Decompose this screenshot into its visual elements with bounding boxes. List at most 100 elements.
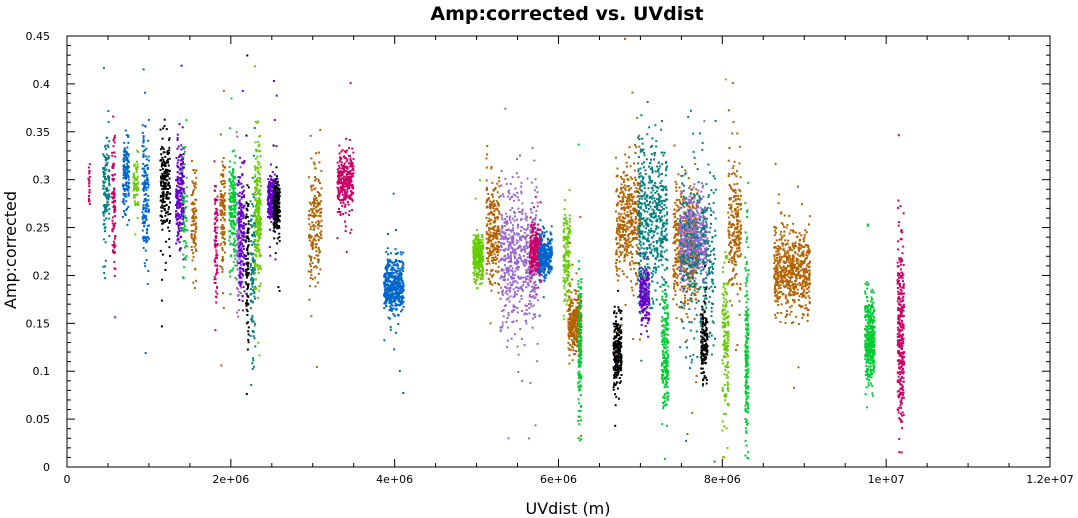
scatter-point — [256, 232, 259, 235]
scatter-point — [307, 214, 310, 217]
scatter-point — [526, 177, 529, 180]
scatter-point — [520, 294, 523, 297]
scatter-point — [233, 241, 236, 244]
scatter-point — [195, 176, 198, 179]
scatter-point — [163, 171, 166, 173]
scatter-point — [384, 266, 387, 269]
scatter-point — [349, 170, 352, 172]
scatter-point — [387, 279, 389, 282]
scatter-point — [513, 295, 516, 297]
scatter-point — [516, 262, 519, 265]
scatter-point — [481, 251, 484, 254]
scatter-point — [181, 227, 184, 230]
scatter-point — [394, 229, 397, 231]
scatter-point — [103, 277, 106, 280]
scatter-point — [142, 162, 145, 165]
scatter-point — [508, 241, 511, 244]
scatter-point — [222, 292, 224, 295]
scatter-point — [193, 184, 196, 187]
scatter-point — [165, 195, 168, 198]
scatter-point — [508, 260, 511, 262]
scatter-point — [123, 160, 126, 163]
scatter-point — [485, 188, 488, 191]
scatter-point — [524, 312, 527, 315]
scatter-point — [145, 158, 148, 161]
scatter-point — [220, 203, 223, 206]
scatter-point — [387, 260, 389, 263]
scatter-point — [531, 317, 534, 320]
scatter-point — [114, 205, 117, 208]
scatter-point — [524, 250, 527, 253]
scatter-point — [311, 241, 314, 243]
scatter-point — [222, 173, 225, 176]
scatter-point — [245, 235, 248, 238]
scatter-point — [529, 294, 531, 297]
scatter-point — [245, 308, 248, 311]
scatter-point — [221, 247, 224, 250]
scatter-point — [108, 176, 111, 179]
scatter-point — [519, 236, 522, 239]
scatter-point — [267, 216, 270, 219]
scatter-point — [141, 222, 144, 225]
scatter-point — [190, 234, 193, 236]
scatter-point — [256, 155, 259, 158]
scatter-point — [258, 190, 261, 193]
scatter-point — [249, 334, 252, 337]
scatter-point — [215, 231, 218, 234]
scatter-point — [137, 202, 139, 205]
scatter-point — [492, 207, 495, 210]
scatter-point — [476, 235, 479, 238]
scatter-point — [526, 234, 529, 237]
scatter-point — [161, 220, 164, 223]
scatter-point — [525, 304, 528, 307]
scatter-point — [237, 293, 240, 296]
scatter-point — [237, 222, 240, 225]
scatter-point — [273, 209, 276, 212]
scatter-point — [192, 182, 195, 185]
scatter-point — [108, 183, 111, 186]
scatter-point — [214, 211, 217, 214]
scatter-point — [135, 168, 138, 171]
scatter-point — [352, 151, 355, 154]
scatter-point — [314, 187, 317, 190]
scatter-point — [180, 203, 183, 206]
scatter-point — [222, 165, 225, 168]
scatter-point — [498, 283, 501, 286]
scatter-point — [219, 201, 222, 204]
scatter-point — [234, 277, 237, 279]
scatter-point — [244, 216, 247, 219]
scatter-point — [277, 188, 280, 191]
scatter-point — [122, 193, 125, 196]
scatter-point — [112, 139, 115, 142]
scatter-point — [168, 152, 170, 155]
scatter-point — [222, 182, 225, 185]
scatter-point — [247, 262, 250, 265]
scatter-point — [273, 197, 276, 200]
scatter-point — [500, 286, 502, 289]
scatter-point — [533, 222, 536, 225]
scatter-point — [107, 203, 110, 206]
scatter-point — [491, 238, 494, 241]
scatter-point — [347, 203, 350, 206]
scatter-point — [349, 198, 352, 201]
scatter-point — [233, 254, 236, 257]
scatter-point — [237, 194, 240, 197]
scatter-point — [394, 304, 397, 307]
scatter-point — [269, 214, 272, 217]
scatter-point — [169, 255, 172, 257]
scatter-point — [252, 196, 255, 199]
scatter-point — [183, 196, 186, 199]
scatter-point — [386, 267, 389, 270]
scatter-point — [260, 222, 263, 225]
scatter-point — [192, 240, 195, 243]
scatter-point — [245, 202, 248, 205]
scatter-point — [508, 300, 511, 303]
scatter-point — [494, 270, 497, 273]
scatter-point — [278, 226, 281, 229]
scatter-point — [337, 173, 340, 176]
scatter-point — [514, 261, 516, 264]
y-tick-label: 0.15 — [26, 317, 51, 330]
scatter-point — [219, 265, 222, 268]
scatter-point — [242, 286, 245, 289]
scatter-point — [490, 243, 493, 246]
